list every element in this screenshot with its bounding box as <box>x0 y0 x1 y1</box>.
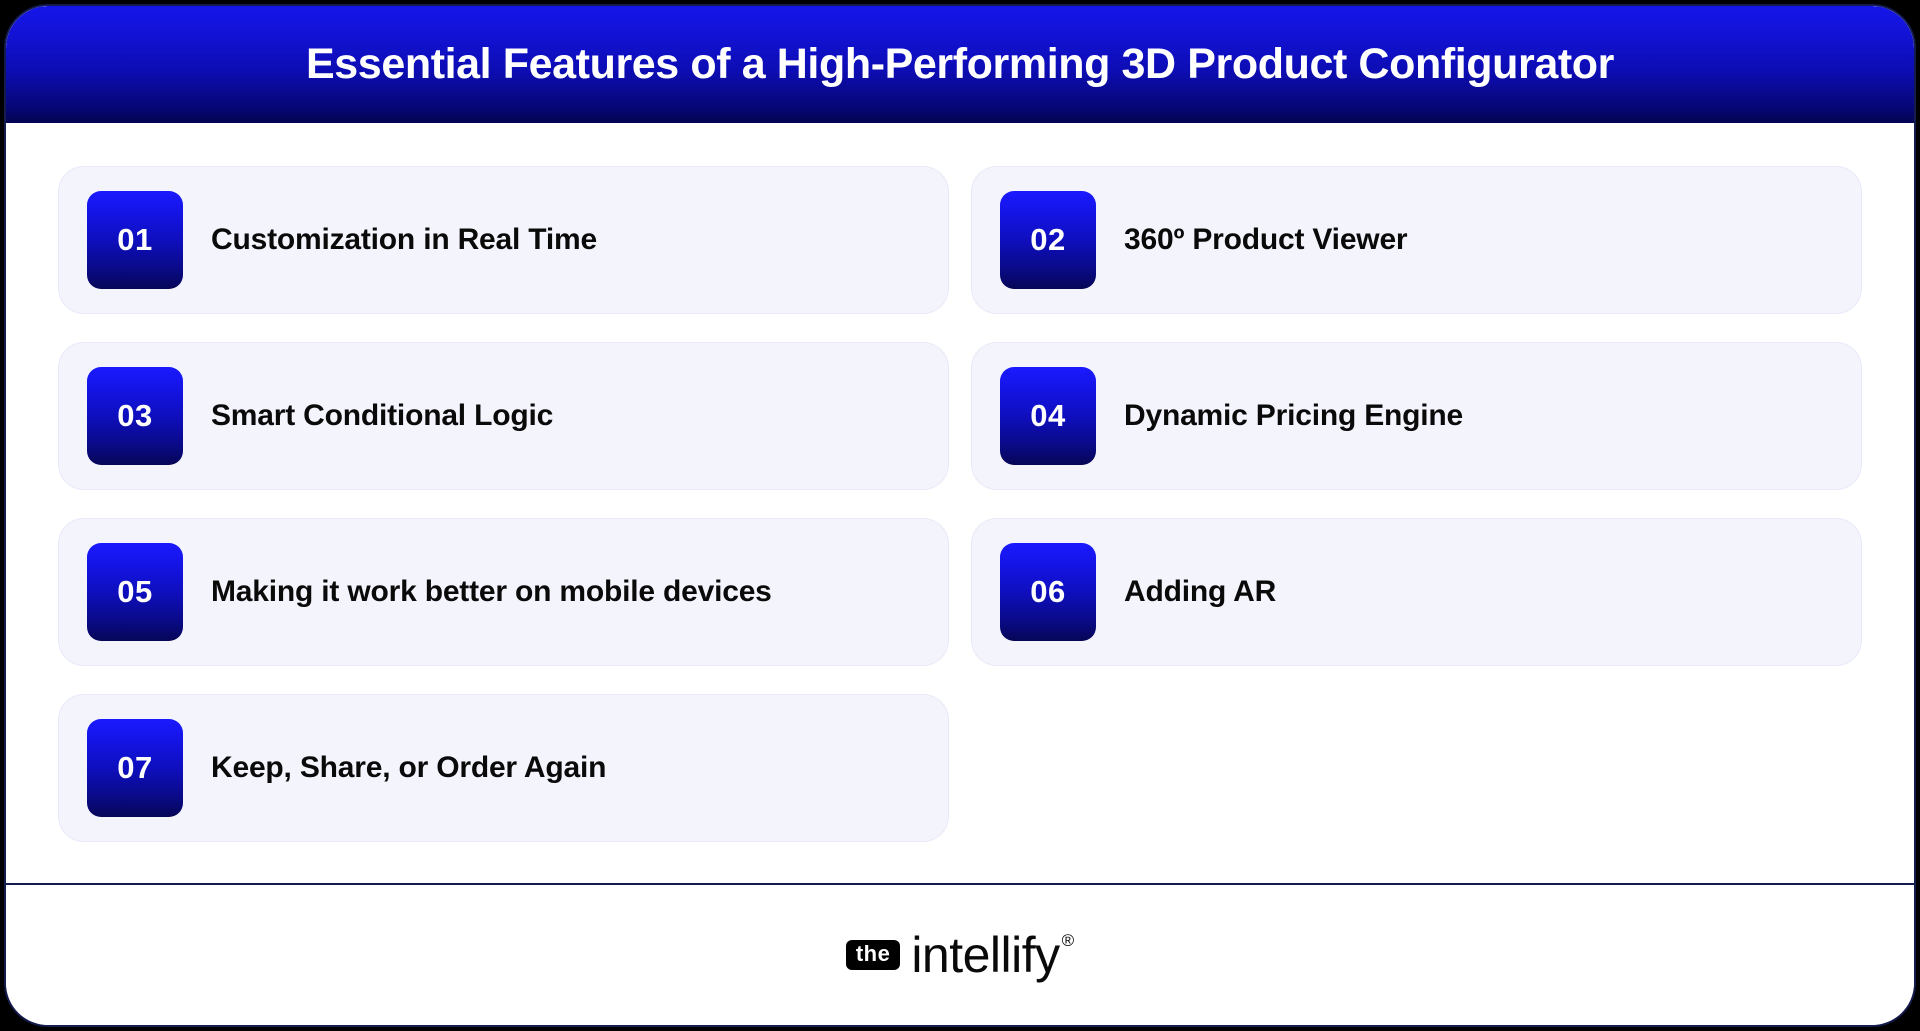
brand-logo: the intellify ® <box>845 930 1074 980</box>
feature-card-label: Customization in Real Time <box>211 222 597 256</box>
logo-the-badge: the <box>845 940 901 970</box>
logo-wordmark-wrap: intellify ® <box>911 930 1074 980</box>
feature-card[interactable]: 05 Making it work better on mobile devic… <box>58 518 949 666</box>
number-badge-label: 07 <box>117 750 153 785</box>
logo-wordmark: intellify <box>911 927 1060 983</box>
number-badge: 06 <box>1000 543 1096 641</box>
feature-card[interactable]: 07 Keep, Share, or Order Again <box>58 694 949 842</box>
header-banner: Essential Features of a High-Performing … <box>6 6 1914 123</box>
number-badge: 07 <box>87 719 183 817</box>
number-badge-label: 05 <box>117 574 153 609</box>
number-badge-label: 01 <box>117 222 153 257</box>
feature-card[interactable]: 02 360º Product Viewer <box>971 166 1862 314</box>
number-badge: 05 <box>87 543 183 641</box>
number-badge: 04 <box>1000 367 1096 465</box>
number-badge: 03 <box>87 367 183 465</box>
number-badge-label: 04 <box>1030 398 1066 433</box>
number-badge: 02 <box>1000 191 1096 289</box>
content-frame: Essential Features of a High-Performing … <box>4 4 1916 1027</box>
number-badge-label: 03 <box>117 398 153 433</box>
page-title: Essential Features of a High-Performing … <box>306 39 1614 88</box>
feature-card-label: Smart Conditional Logic <box>211 398 554 432</box>
feature-card[interactable]: 04 Dynamic Pricing Engine <box>971 342 1862 490</box>
number-badge-label: 06 <box>1030 574 1066 609</box>
feature-card-label: Keep, Share, or Order Again <box>211 750 607 784</box>
feature-card-grid: 01 Customization in Real Time 02 360º Pr… <box>58 166 1862 842</box>
feature-card[interactable]: 06 Adding AR <box>971 518 1862 666</box>
feature-card-label: Adding AR <box>1124 574 1277 608</box>
grid-empty-slot <box>971 694 1862 842</box>
feature-card-label: Making it work better on mobile devices <box>211 574 772 608</box>
number-badge: 01 <box>87 191 183 289</box>
main-content: 01 Customization in Real Time 02 360º Pr… <box>6 123 1914 883</box>
number-badge-label: 02 <box>1030 222 1066 257</box>
footer-bar: the intellify ® <box>6 883 1914 1025</box>
registered-trademark-icon: ® <box>1061 931 1075 950</box>
feature-card-label: 360º Product Viewer <box>1124 222 1408 256</box>
feature-card[interactable]: 01 Customization in Real Time <box>58 166 949 314</box>
feature-card[interactable]: 03 Smart Conditional Logic <box>58 342 949 490</box>
feature-card-label: Dynamic Pricing Engine <box>1124 398 1464 432</box>
